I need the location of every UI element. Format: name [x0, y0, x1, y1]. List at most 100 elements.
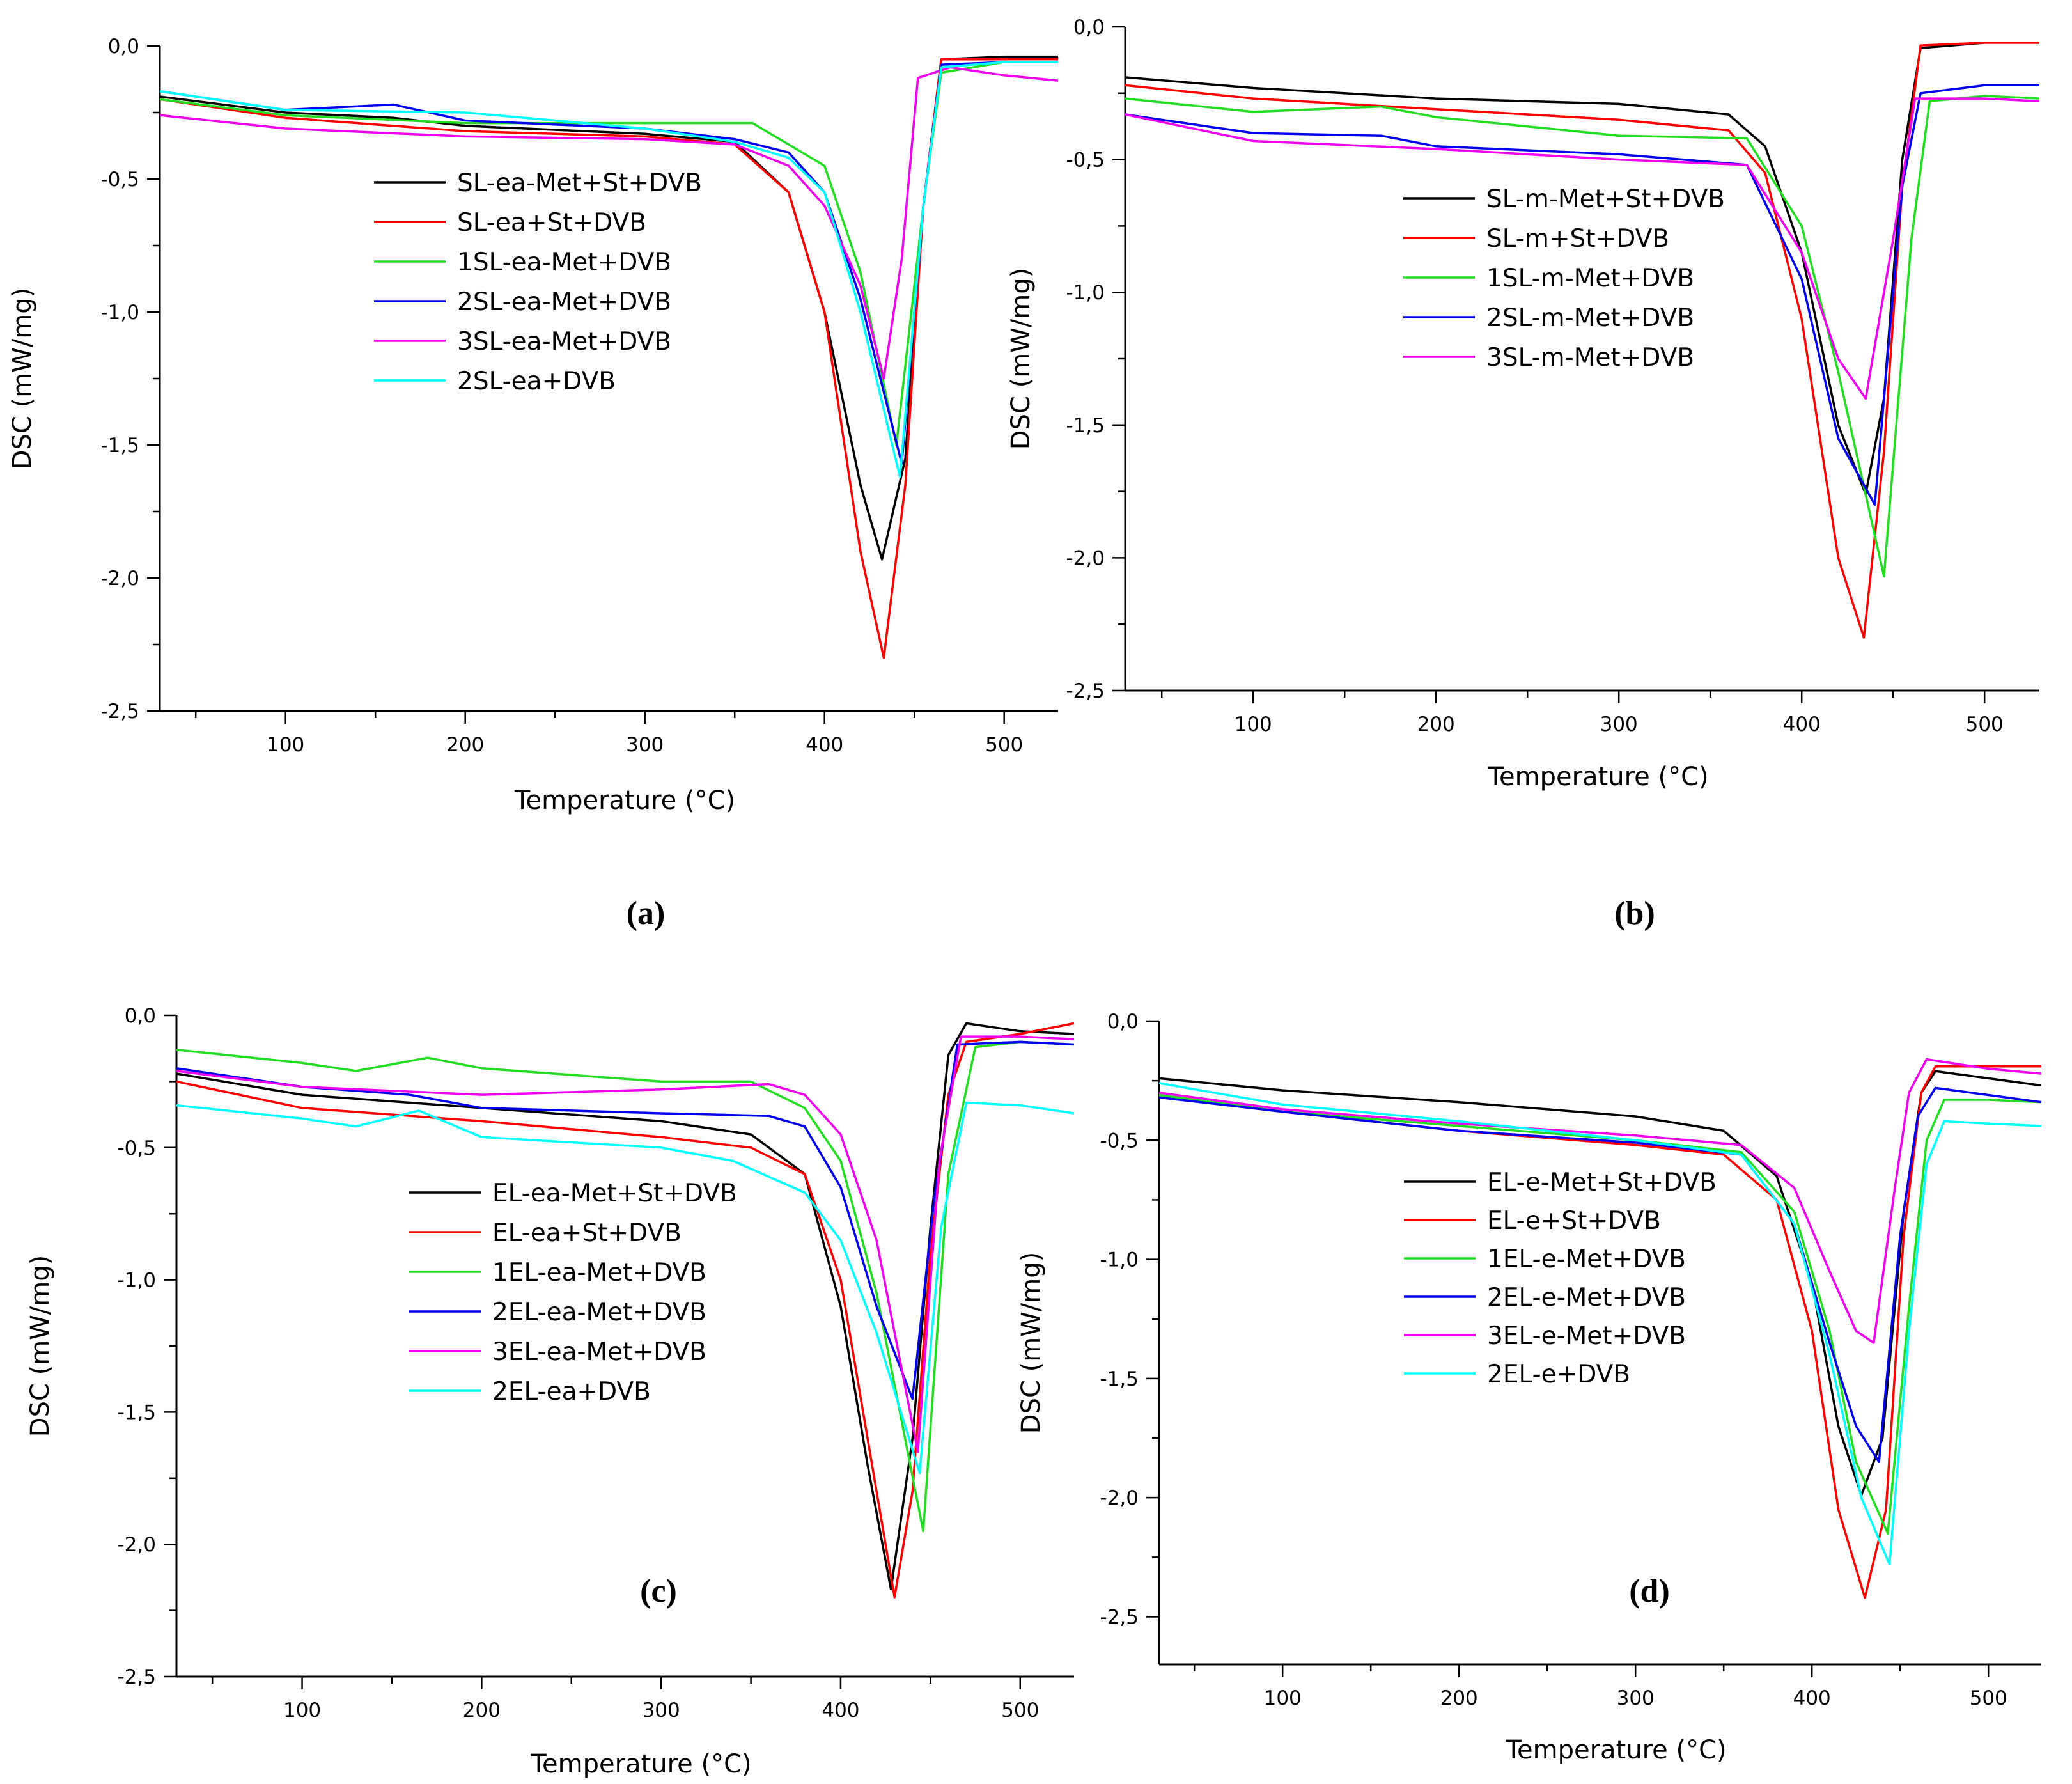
panel-d-y-tick-label: -1,5 — [1100, 1368, 1139, 1391]
panel-b-series-line — [1125, 97, 2040, 400]
panel-b-series-line — [1125, 84, 2039, 506]
panel-b-legend-label: 3SL-m-Met+DVB — [1486, 343, 1694, 372]
panel-c-legend-label: 2EL-ea-Met+DVB — [492, 1298, 706, 1327]
panel-c-y-tick-label: -2,0 — [118, 1533, 157, 1556]
panel-d-y-tick-label: 0,0 — [1107, 1010, 1139, 1033]
panel-a-legend-label: 2SL-ea+DVB — [457, 367, 616, 396]
panel-b-y-tick-label: 0,0 — [1073, 16, 1105, 39]
panel-d-legend-label: 3EL-e-Met+DVB — [1487, 1322, 1686, 1350]
panel-d-x-tick-label: 100 — [1264, 1687, 1302, 1710]
panel-b-y-tick-label: -0,5 — [1066, 149, 1105, 172]
panel-b-series-line — [1125, 95, 2040, 578]
panel-b-legend-label: SL-m-Met+St+DVB — [1486, 185, 1725, 214]
panel-d-y-tick-label: -0,5 — [1100, 1129, 1139, 1152]
panel-c-x-tick-label: 100 — [283, 1699, 321, 1722]
panel-d-caption: (d) — [1629, 1573, 1670, 1609]
panel-c-x-tick-label: 300 — [643, 1699, 680, 1722]
panel-a-y-axis-title: DSC (mW/mg) — [8, 288, 37, 469]
panel-d-y-tick-label: -2,0 — [1100, 1487, 1139, 1510]
panel-b-legend-label: 1SL-m-Met+DVB — [1486, 264, 1694, 293]
panel-a-legend-label: 1SL-ea-Met+DVB — [457, 248, 671, 277]
panel-c-x-tick-label: 200 — [463, 1699, 501, 1722]
panel-b: 0,0 -0,5 -1,0 -1,5 -2,0 -2,5 100 200 300 400 500 Te… — [1006, 16, 2040, 932]
panel-d-x-tick-label: 400 — [1793, 1687, 1831, 1710]
panel-d-x-tick-label: 300 — [1617, 1687, 1655, 1710]
panel-b-y-tick-label: -1,0 — [1066, 281, 1105, 304]
panel-a-x-tick-label: 300 — [626, 733, 664, 756]
panel-c-legend-label: 3EL-ea-Met+DVB — [492, 1338, 706, 1366]
panel-a-legend-label: SL-ea-Met+St+DVB — [457, 169, 702, 198]
panel-c-legend-label: EL-ea+St+DVB — [492, 1219, 682, 1248]
panel-c-x-tick-label: 500 — [1001, 1699, 1039, 1722]
panel-c-series-line — [176, 1022, 1075, 1591]
panel-c-y-axis-title: DSC (mW/mg) — [26, 1255, 55, 1437]
panel-c: 0,0 -0,5 -1,0 -1,5 -2,0 -2,5 100 200 300 400 500 Te… — [26, 1005, 1075, 1779]
panel-a-x-tick-label: 500 — [985, 733, 1023, 756]
panel-c-x-axis-title: Temperature (°C) — [530, 1749, 751, 1779]
panel-d-x-tick-label: 500 — [1970, 1687, 2007, 1710]
panel-d-legend-label: 1EL-e-Met+DVB — [1487, 1245, 1686, 1274]
panel-c-legend-label: 1EL-ea-Met+DVB — [492, 1258, 706, 1287]
panel-d-x-tick-label: 200 — [1440, 1687, 1478, 1710]
panel-b-y-tick-label: -2,5 — [1066, 680, 1105, 703]
panel-d-series-line — [1158, 1070, 2042, 1497]
panel-a-y-tick-label: -2,5 — [101, 700, 140, 723]
panel-d-y-axis-title: DSC (mW/mg) — [1017, 1252, 1046, 1434]
panel-a-caption: (a) — [627, 895, 666, 932]
panel-a-x-tick-label: 400 — [806, 733, 843, 756]
panel-a-legend-label: 2SL-ea-Met+DVB — [457, 288, 671, 317]
panel-c-legend-label: EL-ea-Met+St+DVB — [492, 1179, 737, 1208]
panel-c-y-tick-label: -0,5 — [118, 1137, 157, 1160]
panel-c-x-tick-label: 400 — [822, 1699, 859, 1722]
panel-a-series-line — [159, 61, 1058, 446]
panel-c-series-line — [176, 1035, 1075, 1453]
panel-d-legend-label: EL-e-Met+St+DVB — [1487, 1168, 1717, 1197]
panel-c-legend-label: 2EL-ea+DVB — [492, 1377, 651, 1406]
panel-d-series-line — [1158, 1058, 2042, 1344]
panel-d-y-tick-label: -1,0 — [1100, 1249, 1139, 1272]
panel-d-y-tick-label: -2,5 — [1100, 1606, 1139, 1629]
panel-a-legend-label: 3SL-ea-Met+DVB — [457, 327, 671, 356]
panel-b-y-tick-label: -1,5 — [1066, 414, 1105, 437]
panel-a-y-tick-label: -2,0 — [101, 567, 140, 590]
panel-b-x-tick-label: 400 — [1783, 713, 1821, 736]
panel-c-y-tick-label: -1,5 — [118, 1401, 157, 1424]
panel-a-x-tick-label: 200 — [446, 733, 484, 756]
panel-a-y-tick-label: -1,0 — [101, 301, 140, 324]
panel-a-y-tick-label: -1,5 — [101, 434, 140, 457]
panel-a-x-tick-label: 100 — [267, 733, 304, 756]
panel-a-series-line — [159, 66, 1059, 380]
panel-c-series-line — [176, 1022, 1075, 1599]
panel-b-x-tick-label: 300 — [1600, 713, 1638, 736]
panel-c-y-tick-label: -1,0 — [118, 1269, 157, 1292]
panel-b-legend-label: SL-m+St+DVB — [1486, 224, 1669, 253]
panel-d-series-line — [1158, 1082, 2042, 1566]
panel-d-legend-label: EL-e+St+DVB — [1487, 1207, 1661, 1235]
panel-d-legend-label: 2EL-e-Met+DVB — [1487, 1283, 1686, 1312]
panel-a-x-axis-title: Temperature (°C) — [514, 786, 735, 815]
panel-a: 0,0 -0,5 -1,0 -1,5 -2,0 -2,5 100 200 300 400 500 Te… — [8, 35, 1059, 932]
panel-b-series-line — [1125, 42, 2039, 639]
panel-a-y-tick-label: 0,0 — [108, 35, 139, 58]
panel-b-y-tick-label: -2,0 — [1066, 547, 1105, 570]
panel-d-series-line — [1158, 1086, 2042, 1464]
panel-c-caption: (c) — [640, 1573, 677, 1609]
panel-b-x-axis-title: Temperature (°C) — [1487, 762, 1708, 792]
panel-d-series-line — [1158, 1093, 2042, 1535]
panel-b-legend-label: 2SL-m-Met+DVB — [1486, 304, 1694, 333]
panel-c-y-tick-label: 0,0 — [125, 1005, 156, 1028]
panel-d-x-axis-title: Temperature (°C) — [1505, 1735, 1726, 1765]
panel-c-series-line — [176, 1040, 1075, 1533]
panel-c-series-line — [176, 1101, 1075, 1475]
panel-b-x-tick-label: 100 — [1235, 713, 1272, 736]
panel-b-caption: (b) — [1614, 895, 1655, 932]
panel-b-x-tick-label: 200 — [1417, 713, 1455, 736]
panel-a-series-line — [159, 61, 1058, 478]
panel-b-x-tick-label: 500 — [1966, 713, 2004, 736]
panel-c-y-tick-label: -2,5 — [118, 1666, 157, 1689]
panel-d-legend-label: 2EL-e+DVB — [1487, 1360, 1630, 1389]
panel-c-series-line — [176, 1040, 1075, 1400]
panel-a-legend-label: SL-ea+St+DVB — [457, 208, 646, 237]
